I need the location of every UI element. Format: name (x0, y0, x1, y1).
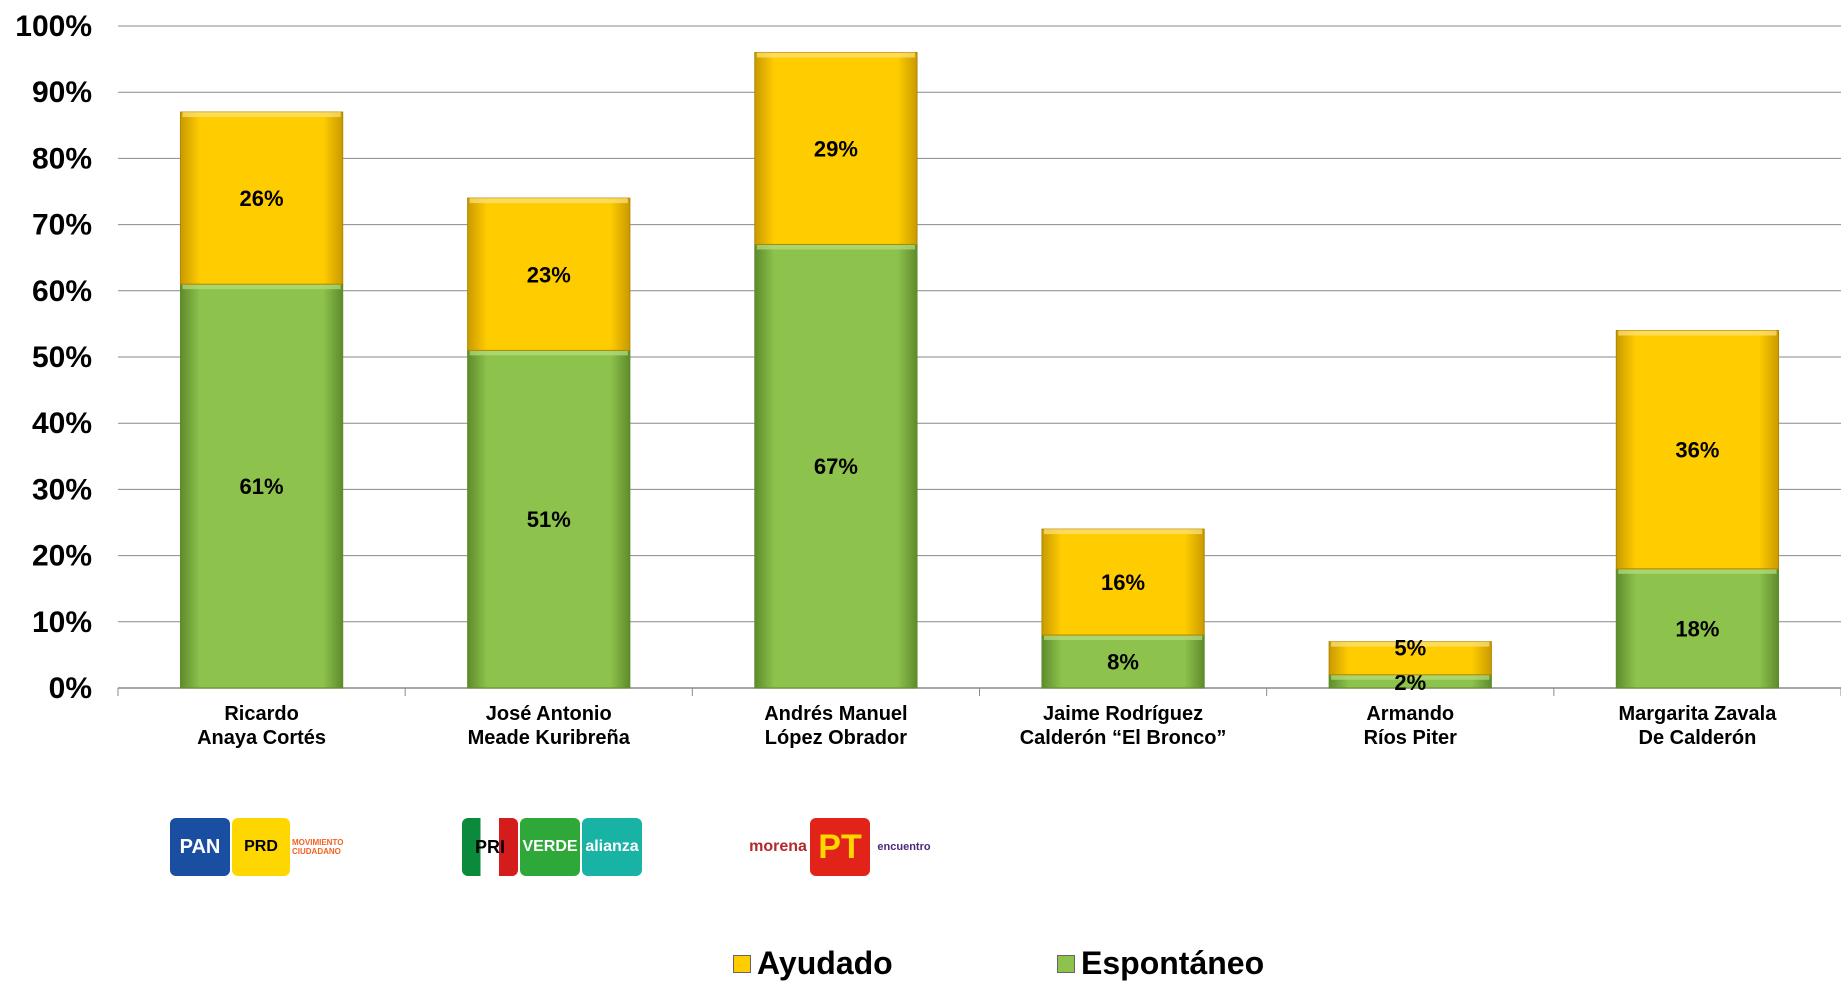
x-category-label: De Calderón (1639, 727, 1757, 749)
logos-lopez: morena PT encuentro (748, 816, 936, 878)
espontaneo-swatch (1057, 954, 1075, 973)
x-category-label: Calderón “El Bronco” (1020, 727, 1227, 749)
bar-highlight (1331, 641, 1490, 647)
y-tick-label: 90% (32, 76, 92, 109)
y-tick-label: 100% (15, 10, 92, 43)
y-tick-label: 40% (32, 407, 92, 440)
x-category-label: Armando (1366, 703, 1454, 725)
data-label: 26% (240, 186, 284, 211)
bar-ayudado (179, 111, 344, 285)
pan-logo: PAN (170, 818, 230, 876)
encuentro-social-logo: encuentro (872, 818, 936, 876)
data-label: 18% (1675, 616, 1719, 641)
bar-highlight (182, 284, 341, 290)
x-category-label: Andrés Manuel (764, 703, 907, 725)
x-category-label: Jaime Rodríguez (1043, 703, 1203, 725)
x-category-label: Meade Kuribreña (468, 727, 631, 749)
logos-meade: PRI VERDE alianza (462, 816, 642, 878)
bar-ayudado (1328, 641, 1492, 676)
gridlines (117, 25, 1841, 696)
data-label: 36% (1675, 438, 1719, 463)
x-category-label: Ricardo (224, 703, 298, 725)
data-label: 5% (1394, 636, 1426, 661)
bar-espontáneo (754, 243, 918, 689)
legend-ayudado: Ayudado (733, 945, 893, 982)
x-category-label: José Antonio (486, 703, 612, 725)
y-tick-label: 10% (32, 606, 92, 639)
x-category-label: Anaya Cortés (197, 727, 326, 749)
legend-label: Ayudado (757, 945, 893, 981)
pt-logo: PT (810, 818, 870, 876)
bar-espontáneo (179, 283, 344, 689)
bar-highlight (756, 244, 916, 250)
bar-espontáneo (1041, 634, 1205, 689)
data-label: 8% (1107, 650, 1139, 675)
movimiento-ciudadano-logo: MOVIMIENTO CIUDADANO (292, 818, 352, 876)
data-label: 67% (814, 454, 858, 479)
prd-logo: PRD (232, 818, 290, 876)
bar-highlight (756, 52, 916, 58)
data-label: 51% (527, 507, 571, 532)
data-label: 61% (240, 474, 284, 499)
x-category-label: López Obrador (765, 727, 907, 749)
y-tick-label: 70% (32, 209, 92, 242)
bar-highlight (1043, 635, 1203, 641)
bar-ayudado (754, 51, 918, 245)
bars: 61%26%51%23%67%29%8%16%2%5%18%36% (179, 51, 1780, 695)
bar-highlight (469, 350, 628, 356)
data-label: 16% (1101, 570, 1145, 595)
bar-espontáneo (467, 349, 631, 689)
y-tick-label: 50% (32, 341, 92, 374)
bar-highlight (1331, 674, 1490, 680)
bar-ayudado (1615, 330, 1780, 570)
bar-highlight (1618, 568, 1777, 574)
y-tick-label: 60% (32, 275, 92, 308)
data-label: 29% (814, 136, 858, 161)
logos-anaya: PAN PRD MOVIMIENTO CIUDADANO (170, 816, 352, 878)
x-category-label: Ríos Piter (1364, 727, 1458, 749)
bar-ayudado (1041, 528, 1205, 636)
x-category-label: Margarita Zavala (1618, 703, 1777, 725)
nueva-alianza-logo: alianza (582, 818, 642, 876)
verde-logo: VERDE (520, 818, 580, 876)
morena-logo: morena (748, 818, 808, 876)
y-tick-label: 20% (32, 540, 92, 573)
y-tick-label: 80% (32, 142, 92, 175)
y-axis-ticks: 0% 10% 20% 30% 40% 50% 60% 70% 80% 90% 100% (15, 10, 92, 705)
data-label: 23% (527, 262, 571, 287)
y-tick-label: 30% (32, 473, 92, 506)
ayudado-swatch (733, 954, 751, 973)
bar-highlight (469, 198, 628, 204)
legend-label: Espontáneo (1081, 945, 1265, 981)
pri-logo: PRI (462, 818, 518, 876)
y-tick-label: 0% (49, 672, 92, 705)
legend-espontaneo: Espontáneo (1057, 945, 1264, 982)
bar-highlight (1618, 330, 1777, 336)
bar-highlight (182, 112, 341, 118)
bar-highlight (1043, 529, 1203, 535)
bar-ayudado (467, 197, 631, 351)
